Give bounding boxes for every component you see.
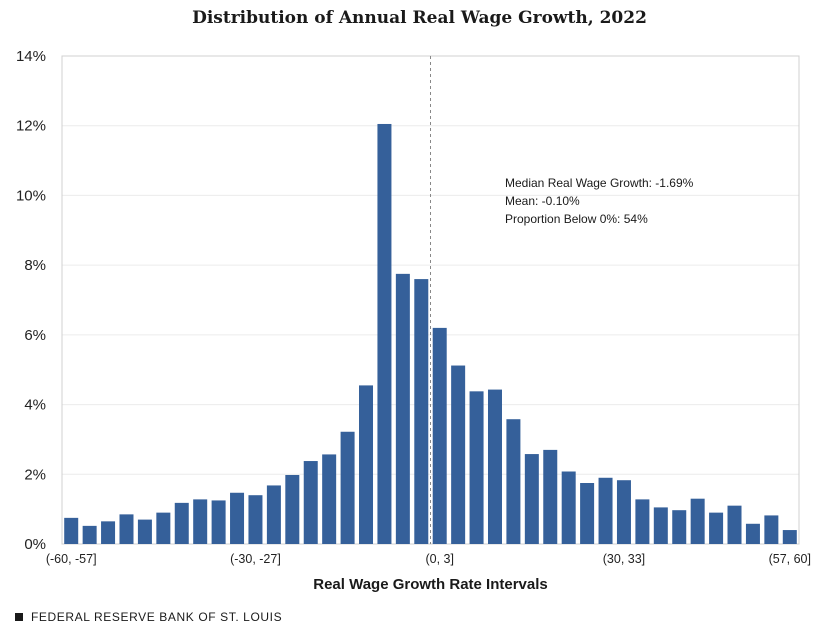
y-tick-label: 6% xyxy=(24,327,46,344)
bar xyxy=(137,519,152,544)
source-text: FEDERAL RESERVE BANK OF ST. LOUIS xyxy=(31,610,283,624)
annotation-line: Median Real Wage Growth: -1.69% xyxy=(505,176,694,190)
bar xyxy=(709,512,724,544)
bar xyxy=(303,461,318,544)
bar xyxy=(653,507,668,544)
y-tick-label: 12% xyxy=(16,118,46,135)
bar xyxy=(469,391,484,544)
bar xyxy=(487,389,502,544)
x-axis-ticks: (-60, -57] (-30, -27] (0, 3] (30, 33] (57, 6… xyxy=(46,552,811,566)
bar xyxy=(672,510,687,544)
bar xyxy=(119,514,134,544)
bar-chart: 0% 2% 4% 6% 8% 10% 12% 14% (-60, -57] (-30, -27]… xyxy=(16,48,811,593)
bar xyxy=(506,419,521,544)
bar xyxy=(782,530,797,544)
bar xyxy=(193,499,208,544)
bar xyxy=(616,480,631,544)
bar xyxy=(764,515,779,544)
annotation-line: Mean: -0.10% xyxy=(505,194,580,208)
bar xyxy=(690,498,705,544)
bar xyxy=(64,517,79,544)
bar xyxy=(414,279,429,544)
bar xyxy=(101,521,116,544)
bar xyxy=(285,474,300,544)
bar xyxy=(82,525,97,544)
y-tick-label: 0% xyxy=(24,536,46,553)
bar xyxy=(211,500,226,544)
y-tick-label: 4% xyxy=(24,397,46,414)
logo-square-icon xyxy=(15,613,23,621)
chart-title: Distribution of Annual Real Wage Growth,… xyxy=(192,8,647,28)
bar xyxy=(340,431,355,544)
bar xyxy=(266,485,281,544)
bar xyxy=(432,327,447,544)
y-tick-label: 8% xyxy=(24,257,46,274)
x-tick-label: (0, 3] xyxy=(425,552,454,566)
x-tick-label: (57, 60] xyxy=(769,552,811,566)
bar xyxy=(174,502,189,544)
bar xyxy=(580,483,595,544)
bar xyxy=(451,365,466,544)
y-tick-label: 10% xyxy=(16,187,46,204)
x-tick-label: (30, 33] xyxy=(603,552,645,566)
bar xyxy=(745,523,760,544)
x-tick-label: (-30, -27] xyxy=(230,552,281,566)
bar xyxy=(377,123,392,544)
y-tick-label: 2% xyxy=(24,466,46,483)
bar xyxy=(230,492,245,544)
bar xyxy=(322,454,337,544)
bar xyxy=(598,477,613,544)
x-tick-label: (-60, -57] xyxy=(46,552,97,566)
bar xyxy=(395,273,410,544)
y-tick-label: 14% xyxy=(16,48,46,65)
bar xyxy=(248,495,263,544)
x-axis-label: Real Wage Growth Rate Intervals xyxy=(313,576,548,593)
stats-annotation: Median Real Wage Growth: -1.69% Mean: -0.… xyxy=(505,176,694,226)
source-footer: FEDERAL RESERVE BANK OF ST. LOUIS xyxy=(15,610,282,624)
bar xyxy=(727,505,742,544)
y-axis-ticks: 0% 2% 4% 6% 8% 10% 12% 14% xyxy=(16,48,46,553)
bar xyxy=(359,385,374,544)
bar xyxy=(635,499,650,544)
bars xyxy=(64,123,797,544)
bar xyxy=(156,512,171,544)
bar xyxy=(543,449,558,544)
annotation-line: Proportion Below 0%: 54% xyxy=(505,212,648,226)
bar xyxy=(524,454,539,544)
bar xyxy=(561,471,576,544)
